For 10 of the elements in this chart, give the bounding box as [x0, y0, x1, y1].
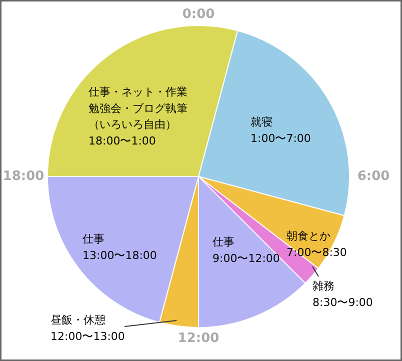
- slice-label: 昼飯・休憩 12:00〜13:00: [50, 314, 125, 343]
- slice-label: 雑務 8:30〜9:00: [312, 280, 373, 309]
- text: 12:00: [178, 331, 220, 346]
- slice-label: 就寝 1:00〜7:00: [250, 116, 311, 145]
- slice-label: 仕事 13:00〜18:00: [82, 232, 157, 262]
- slice-label: 仕事・ネット・作業勉強会・ブログ執筆（いろいろ自由） 18:00〜1:00: [88, 86, 188, 148]
- text: 18:00: [2, 169, 44, 184]
- slice-label: 仕事 9:00〜12:00: [212, 236, 280, 265]
- text: 6:00: [357, 169, 390, 184]
- text: 0:00: [182, 7, 215, 22]
